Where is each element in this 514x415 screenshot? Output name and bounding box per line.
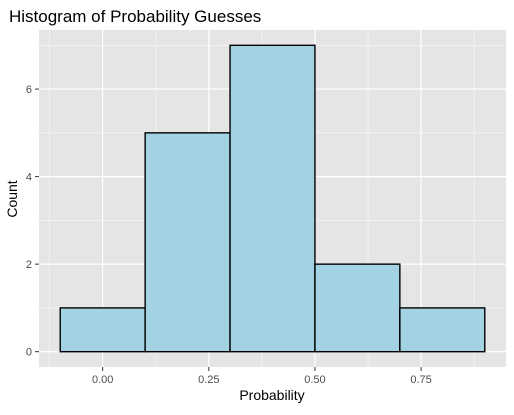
chart-title: Histogram of Probability Guesses	[9, 7, 261, 26]
histogram-bar	[144, 132, 231, 353]
x-axis-ticks: 0.00 0.25 0.50 0.75	[92, 367, 432, 386]
y-tick-label: 4	[26, 172, 32, 184]
x-axis-label: Probability	[239, 387, 304, 403]
x-tick-label: 0.50	[304, 374, 325, 386]
histogram-bar	[229, 44, 316, 353]
x-tick-label: 0.00	[92, 374, 113, 386]
x-tick-label: 0.75	[410, 374, 431, 386]
y-tick-label: 6	[26, 84, 32, 96]
y-axis-label: Count	[4, 180, 20, 217]
histogram-bar	[399, 307, 486, 353]
histogram-bar	[314, 263, 401, 353]
histogram-bar	[59, 307, 146, 353]
y-tick-label: 2	[26, 259, 32, 271]
histogram-bars	[59, 44, 486, 353]
y-tick-label: 0	[26, 347, 32, 359]
y-axis-ticks: 0 2 4 6	[26, 84, 39, 359]
x-tick-label: 0.25	[198, 374, 219, 386]
